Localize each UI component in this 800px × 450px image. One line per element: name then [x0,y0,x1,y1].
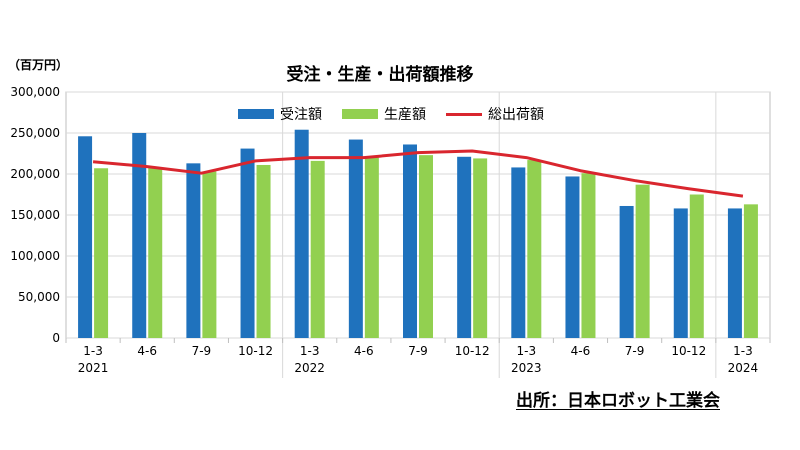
y-tick-label: 0 [52,331,60,345]
chart-title: 受注・生産・出荷額推移 [286,65,474,85]
bar-orders [457,156,472,338]
x-tick-label: 10-12 [238,344,273,358]
bar-production [473,158,488,338]
bar-orders [132,133,147,338]
x-tick-label: 10-12 [671,344,706,358]
legend-label-shipments: 総出荷額 [488,107,544,123]
legend-swatch-orders [238,109,274,119]
bar-orders [348,139,363,338]
bar-production [256,164,271,338]
year-label: 2023 [511,361,542,375]
x-tick-label: 4-6 [571,344,591,358]
bar-orders [403,144,417,338]
y-tick-label: 50,000 [18,290,60,304]
legend-item-orders: 受注額 [238,104,322,124]
legend: 受注額 生産額 総出荷額 [238,104,544,124]
bar-production [581,173,596,338]
y-tick-label: 250,000 [10,126,60,140]
unit-label: （百万円） [8,58,69,72]
x-tick-label: 7-9 [625,344,645,358]
bar-production [148,167,163,338]
bar-orders [565,176,580,338]
x-tick-label: 1-3 [517,344,537,358]
bar-orders [240,148,255,338]
legend-label-orders: 受注額 [280,107,322,123]
x-tick-label: 1-3 [83,344,103,358]
bar-production [689,194,704,338]
year-label: 2021 [78,361,109,375]
bar-production [310,160,325,338]
x-tick-label: 4-6 [137,344,157,358]
y-tick-label: 100,000 [10,249,60,263]
x-tick-label: 1-3 [300,344,320,358]
y-tick-label: 150,000 [10,208,60,222]
y-tick-label: 300,000 [10,85,60,99]
bar-orders [673,208,688,338]
bar-production [94,168,109,338]
legend-swatch-production [342,109,378,119]
bar-production [364,157,379,338]
bar-orders [294,129,309,338]
legend-item-production: 生産額 [342,104,426,124]
x-tick-label: 7-9 [192,344,212,358]
legend-swatch-shipments [446,112,482,116]
bar-orders [727,208,742,338]
x-tick-label: 7-9 [408,344,428,358]
bar-production [527,160,542,338]
source-note: 出所：日本ロボット工業会 [516,391,720,411]
bar-production [743,204,758,338]
bar-production [419,155,433,338]
bar-production [202,171,217,338]
legend-label-production: 生産額 [384,107,426,123]
bar-production [635,184,650,338]
legend-item-shipments: 総出荷額 [446,104,544,124]
bar-orders [186,163,201,338]
x-tick-label: 4-6 [354,344,374,358]
bar-orders [78,136,93,338]
x-tick-label: 10-12 [455,344,490,358]
bar-orders [619,205,634,338]
year-label: 2022 [294,361,325,375]
bar-orders [511,167,526,338]
year-label: 2024 [728,361,759,375]
x-tick-label: 1-3 [733,344,753,358]
y-tick-label: 200,000 [10,167,60,181]
